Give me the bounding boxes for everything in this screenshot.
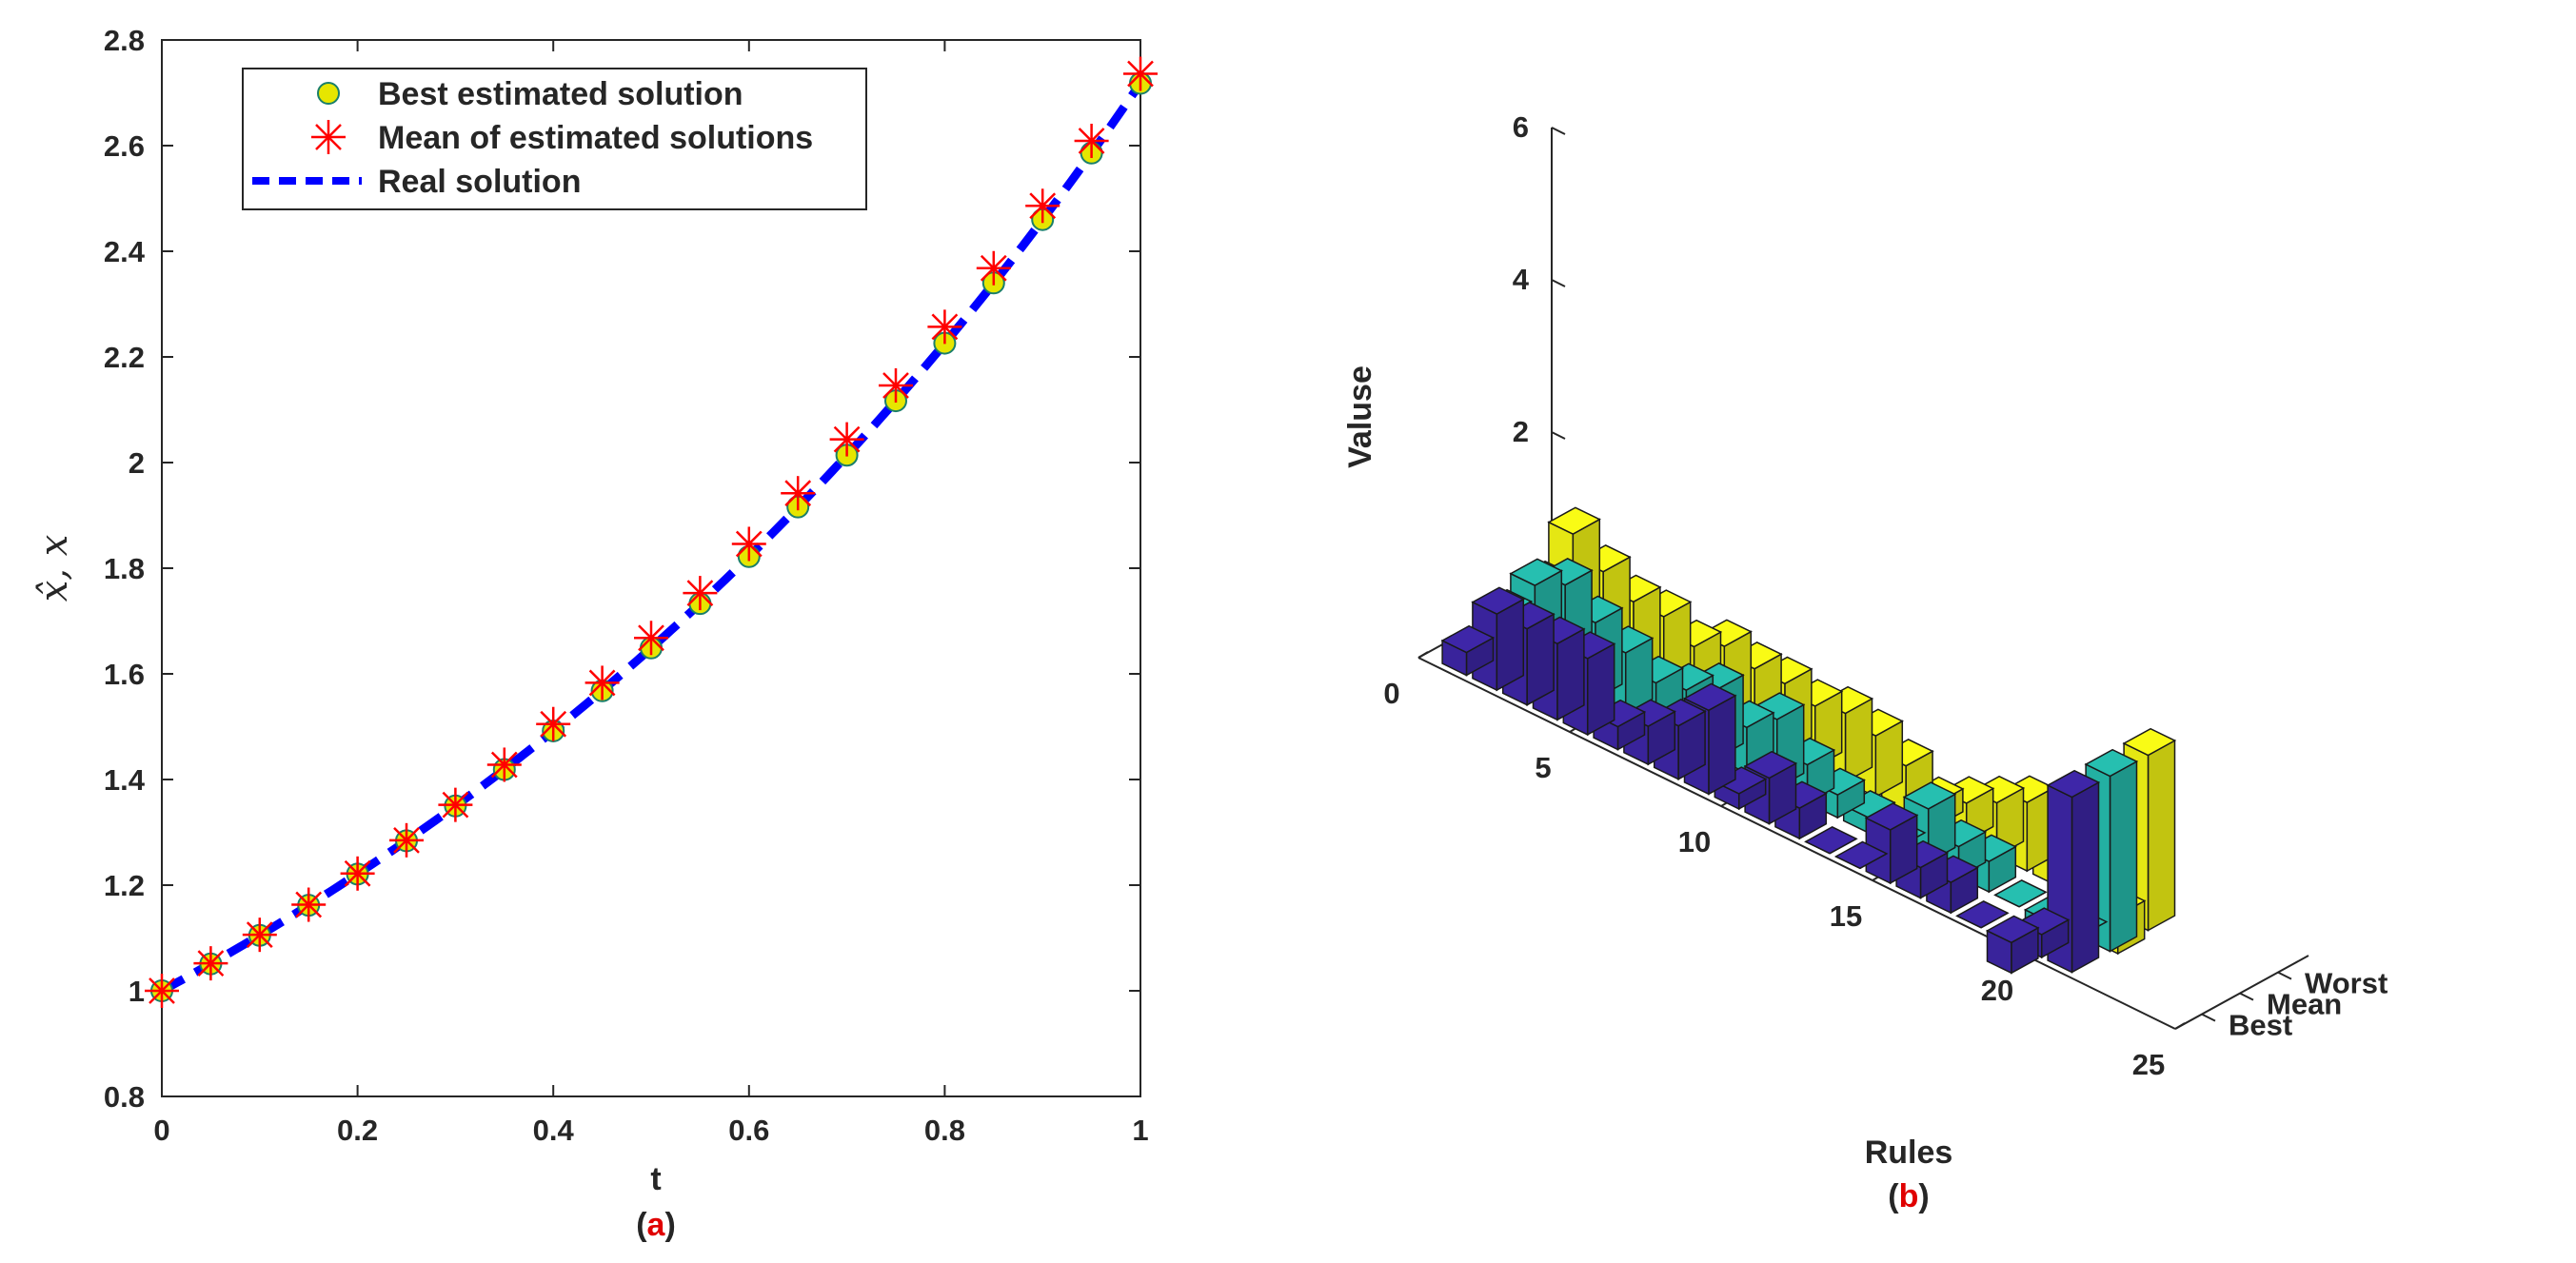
category-tick-label-b: Best — [2229, 1009, 2292, 1042]
rule-tick-b — [1417, 651, 1429, 659]
legend-label-real: Real solution — [378, 164, 581, 200]
caption-a: (a) — [636, 1207, 676, 1243]
point-mean — [438, 787, 473, 822]
rule-tick-label-b: 10 — [1678, 825, 1711, 858]
legend-marker-mean — [311, 120, 346, 154]
z-tick-b — [1551, 431, 1566, 440]
legend-a: Best estimated solution Mean of estimate… — [242, 68, 867, 210]
y-tick-label-a: 2 — [129, 446, 145, 480]
point-mean — [193, 946, 228, 981]
rule-tick-label-b: 5 — [1535, 751, 1551, 784]
y-tick-label-a: 2.2 — [104, 341, 145, 374]
x-tick-label-a: 0.8 — [924, 1114, 965, 1147]
y-tick-label-a: 1.8 — [104, 552, 145, 585]
rule-tick-b — [2174, 1022, 2186, 1030]
point-mean — [829, 422, 864, 457]
point-mean — [1025, 188, 1060, 224]
caption-b: (b) — [1888, 1178, 1929, 1214]
bar-best-rule-19 — [1985, 915, 2040, 975]
category-tick-label-b: Mean — [2267, 988, 2342, 1021]
panel-a-line-chart: 0 0.2 0.4 0.6 0.8 1 0.8 1 1.2 1.4 1.6 1.8 2 2.2 2.4 2.6… — [32, 24, 1158, 1243]
z-tick-b — [1551, 127, 1566, 135]
point-mean — [634, 621, 668, 656]
point-mean — [879, 367, 913, 403]
y-tick-label-a: 2.4 — [104, 235, 146, 268]
y-axis-label-a: x̂, x — [32, 535, 76, 602]
y-tick-label-a: 2.6 — [104, 129, 145, 163]
point-mean — [976, 250, 1011, 286]
bar-best-rule-15 — [1864, 802, 1919, 885]
x-axis-label-b: Rules — [1865, 1135, 1953, 1171]
rules-axis-line — [1417, 657, 2176, 1030]
category-axis-line — [2174, 955, 2309, 1030]
y-tick-label-a: 1 — [129, 975, 145, 1008]
bar-mean-rule-18 — [1993, 879, 2048, 908]
category-tick-b — [2201, 1013, 2216, 1022]
legend-box-a — [242, 68, 867, 210]
x-tick-label-a: 0.2 — [337, 1114, 378, 1147]
x-tick-label-a: 0 — [153, 1114, 169, 1147]
point-mean — [389, 822, 424, 858]
point-mean — [683, 576, 718, 611]
point-mean — [1074, 124, 1109, 159]
bar-best-rule-18 — [1955, 900, 2010, 929]
y-tick-label-a: 0.8 — [104, 1080, 145, 1114]
plot-area-a — [161, 39, 1141, 1097]
y-tick-label-a: 1.4 — [104, 763, 146, 797]
z-tick-label-b: 2 — [1513, 415, 1529, 448]
point-mean — [1123, 56, 1158, 91]
category-tick-label-b: Worst — [2305, 967, 2388, 1000]
series-line-real-solution — [159, 80, 1144, 995]
point-mean — [486, 747, 522, 782]
point-mean — [731, 526, 766, 562]
rule-tick-label-b: 0 — [1383, 677, 1399, 710]
y-tick-label-a: 1.6 — [104, 658, 145, 691]
bar-best-rule-1 — [1440, 624, 1496, 677]
x-tick-label-a: 0.6 — [728, 1114, 769, 1147]
panel-b-bar3d-chart: 02460510152025BestMeanWorst Valuse Rules… — [1342, 110, 2388, 1214]
point-mean — [781, 476, 816, 511]
rule-tick-label-b: 20 — [1981, 974, 2013, 1007]
point-mean — [242, 918, 277, 953]
y-tick-label-a: 1.2 — [104, 869, 145, 902]
point-mean — [145, 974, 179, 1008]
z-tick-b — [1551, 279, 1566, 287]
bar-best-rule-14 — [1833, 840, 1889, 870]
point-mean — [340, 856, 375, 891]
rule-tick-label-b: 25 — [2132, 1048, 2165, 1081]
bar-best-rule-13 — [1804, 826, 1858, 855]
rule-tick-label-b: 15 — [1830, 899, 1862, 933]
z-tick-label-b: 4 — [1513, 263, 1530, 296]
legend-label-mean: Mean of estimated solutions — [378, 120, 813, 156]
z-axis-label-b: Valuse — [1342, 365, 1378, 468]
category-tick-b — [2239, 992, 2254, 1001]
point-mean — [927, 309, 962, 345]
legend-marker-best — [317, 82, 340, 105]
point-mean — [536, 706, 571, 741]
x-tick-label-a: 1 — [1132, 1114, 1148, 1147]
x-tick-label-a: 0.4 — [533, 1114, 575, 1147]
point-mean — [585, 665, 620, 701]
legend-label-best: Best estimated solution — [378, 76, 743, 112]
point-mean — [291, 887, 327, 922]
bar-best-rule-10 — [1713, 766, 1768, 811]
z-tick-label-b: 6 — [1513, 110, 1529, 144]
x-axis-label-a: t — [650, 1161, 661, 1197]
category-tick-b — [2277, 971, 2292, 980]
y-tick-label-a: 2.8 — [104, 24, 145, 57]
